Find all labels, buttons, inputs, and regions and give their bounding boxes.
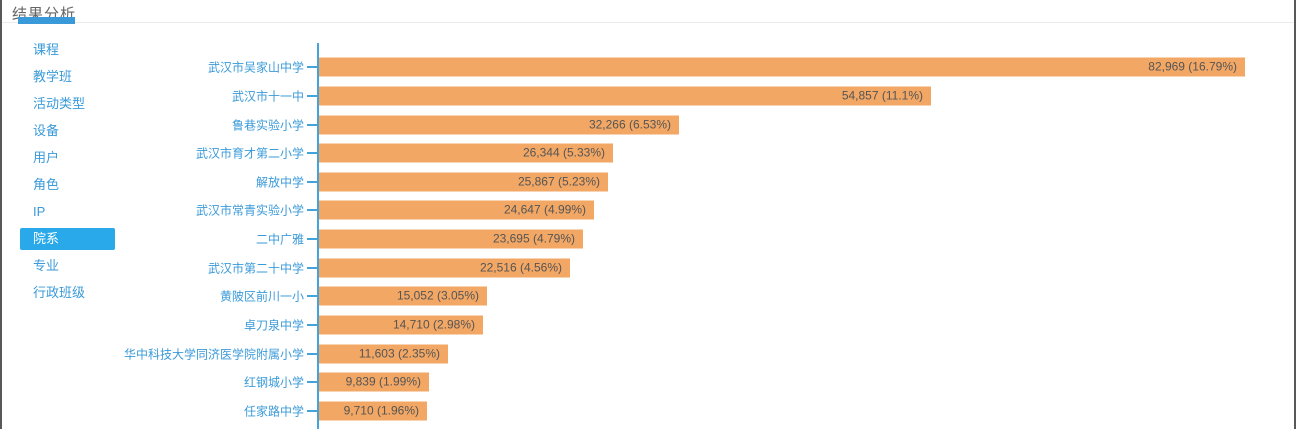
bar[interactable]: 15,052 (3.05%) (319, 286, 487, 306)
axis-tick (307, 94, 317, 97)
sidebar-item-course[interactable]: 课程 (33, 42, 60, 57)
chart-y-axis (317, 43, 319, 429)
chart-row: 二中广雅 23,695 (4.79%) (2, 225, 1294, 254)
chart-row: 武汉市育才第二小学 26,344 (5.33%) (2, 139, 1294, 168)
bar[interactable]: 82,969 (16.79%) (319, 57, 1245, 77)
chart-row: 卓刀泉中学 14,710 (2.98%) (2, 311, 1294, 340)
bar-category-label: 武汉市常青实验小学 (195, 203, 304, 218)
axis-tick (307, 409, 317, 412)
title-active-indicator (18, 17, 75, 24)
bar-category-label: 卓刀泉中学 (243, 318, 304, 333)
axis-tick (307, 266, 317, 269)
chart-row: 武汉市吴家山中学 82,969 (16.79%) (2, 53, 1294, 82)
chart-row: 武汉市第二十中学 22,516 (4.56%) (2, 253, 1294, 282)
sidebar-nav: 课程 教学班 活动类型 设备 用户 角色 IP 院系 专业 行政班级 (20, 39, 115, 309)
axis-tick (307, 66, 317, 69)
chart-row: 红钢城小学 9,839 (1.99%) (2, 368, 1294, 397)
sidebar-item-device[interactable]: 设备 (33, 123, 60, 138)
sidebar-item-major[interactable]: 专业 (33, 258, 60, 273)
bar[interactable]: 14,710 (2.98%) (319, 315, 483, 335)
sidebar-item-teaching-class[interactable]: 教学班 (33, 69, 73, 84)
bar[interactable]: 54,857 (11.1%) (319, 86, 931, 106)
chart-row: 黄陂区前川一小 15,052 (3.05%) (2, 282, 1294, 311)
bar-category-label: 任家路中学 (243, 404, 304, 419)
axis-tick (307, 352, 317, 355)
chart-row: 鲁巷实验小学 32,266 (6.53%) (2, 110, 1294, 139)
bar-category-label: 华中科技大学同济医学院附属小学 (123, 347, 304, 362)
axis-tick (307, 180, 317, 183)
bar-category-label: 黄陂区前川一小 (219, 289, 304, 304)
sidebar-item-department[interactable]: 院系 (20, 228, 115, 250)
bar-category-label: 二中广雅 (255, 232, 304, 247)
bar-value-label: 9,839 (1.99%) (345, 374, 421, 389)
bar-value-label: 22,516 (4.56%) (479, 260, 562, 275)
bar[interactable]: 25,867 (5.23%) (319, 172, 608, 192)
sidebar-item-admin-class[interactable]: 行政班级 (33, 285, 86, 300)
bar-category-label: 武汉市第二十中学 (207, 261, 304, 276)
bar-category-label: 武汉市育才第二小学 (195, 146, 304, 161)
sidebar-item-role[interactable]: 角色 (33, 177, 60, 192)
bar-category-label: 红钢城小学 (243, 375, 304, 390)
bar-value-label: 82,969 (16.79%) (1148, 59, 1237, 74)
chart-row: 解放中学 25,867 (5.23%) (2, 168, 1294, 197)
axis-tick (307, 123, 317, 126)
bar[interactable]: 9,710 (1.96%) (319, 401, 427, 421)
axis-tick (307, 295, 317, 298)
bar[interactable]: 23,695 (4.79%) (319, 229, 583, 249)
axis-tick (307, 238, 317, 241)
sidebar-item-activity-type[interactable]: 活动类型 (33, 96, 86, 111)
axis-tick (307, 381, 317, 384)
bar[interactable]: 11,603 (2.35%) (319, 344, 448, 364)
chart-row: 任家路中学 9,710 (1.96%) (2, 397, 1294, 426)
bar-value-label: 24,647 (4.99%) (503, 202, 586, 217)
bar[interactable]: 26,344 (5.33%) (319, 143, 613, 163)
bar-category-label: 鲁巷实验小学 (231, 118, 304, 133)
axis-tick (307, 209, 317, 212)
bar[interactable]: 9,839 (1.99%) (319, 372, 429, 392)
bar[interactable]: 24,647 (4.99%) (319, 200, 594, 220)
bar-value-label: 15,052 (3.05%) (396, 288, 479, 303)
bar-value-label: 32,266 (6.53%) (588, 117, 671, 132)
axis-tick (307, 152, 317, 155)
sidebar-item-user[interactable]: 用户 (33, 150, 60, 165)
bar-category-label: 解放中学 (255, 175, 304, 190)
panel-header: 结果分析 (2, 0, 1294, 24)
bar-value-label: 54,857 (11.1%) (841, 88, 923, 103)
sidebar-item-ip[interactable]: IP (33, 204, 46, 219)
chart-row: 武汉市常青实验小学 24,647 (4.99%) (2, 196, 1294, 225)
bar-category-label: 武汉市十一中 (231, 89, 304, 104)
chart-row: 华中科技大学同济医学院附属小学 11,603 (2.35%) (2, 339, 1294, 368)
bar-value-label: 23,695 (4.79%) (492, 231, 575, 246)
axis-tick (307, 323, 317, 326)
chart-row: 武汉市十一中 54,857 (11.1%) (2, 82, 1294, 111)
bar[interactable]: 22,516 (4.56%) (319, 258, 570, 278)
bar[interactable]: 32,266 (6.53%) (319, 115, 679, 135)
bar-category-label: 武汉市吴家山中学 (207, 60, 304, 75)
chart-rows: 武汉市吴家山中学 82,969 (16.79%) 武汉市十一中 54,857 (11.… (2, 53, 1294, 425)
bar-value-label: 26,344 (5.33%) (522, 145, 605, 160)
bar-value-label: 25,867 (5.23%) (517, 174, 600, 189)
bar-value-label: 9,710 (1.96%) (343, 403, 419, 418)
bar-value-label: 11,603 (2.35%) (358, 346, 440, 361)
bar-value-label: 14,710 (2.98%) (392, 317, 475, 332)
